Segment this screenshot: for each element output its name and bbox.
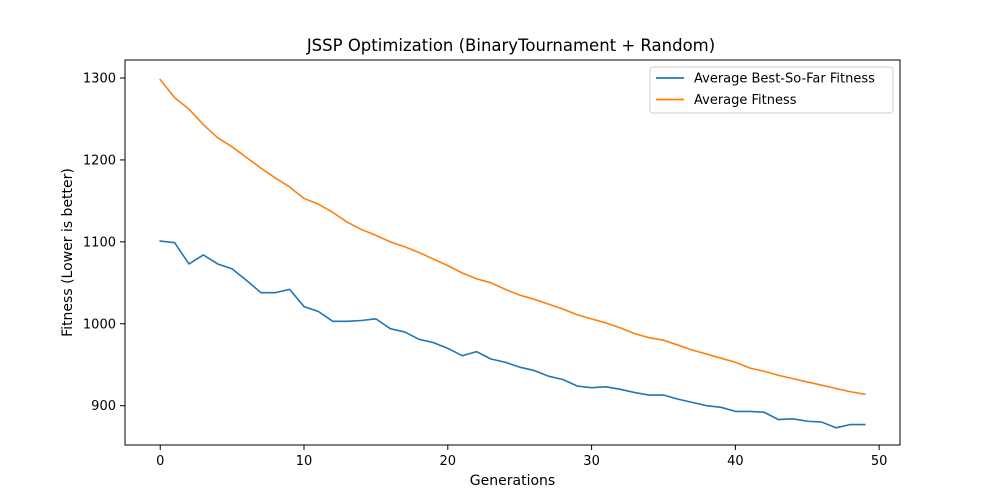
y-axis-label: Fitness (Lower is better) — [60, 168, 76, 337]
x-axis-label: Generations — [470, 473, 555, 489]
legend-box — [649, 66, 894, 114]
y-tick-label: 900 — [91, 399, 116, 414]
chart-title: JSSP Optimization (BinaryTournament + Ra… — [306, 36, 715, 55]
x-tick-label: 30 — [583, 454, 600, 469]
legend-label: Average Best-So-Far Fitness — [694, 72, 875, 87]
y-tick-label: 1100 — [83, 235, 116, 250]
series-line-best-so-far — [159, 240, 866, 429]
x-tick-label: 20 — [440, 454, 457, 469]
y-axis-ticks: 900 1000 1100 1200 1300 — [83, 72, 125, 414]
series-line-average — [159, 78, 866, 396]
x-tick-label: 0 — [156, 454, 164, 469]
plot-lines — [159, 78, 866, 429]
y-tick-label: 1300 — [83, 72, 116, 87]
x-tick-label: 10 — [296, 454, 313, 469]
legend: Average Best-So-Far Fitness Average Fitne… — [649, 66, 894, 114]
x-tick-label: 40 — [727, 454, 744, 469]
y-tick-label: 1000 — [83, 317, 116, 332]
y-tick-label: 1200 — [83, 153, 116, 168]
x-tick-label: 50 — [871, 454, 888, 469]
x-axis-ticks: 0 10 20 30 40 50 — [156, 445, 887, 469]
axes-frame — [124, 59, 901, 446]
legend-label: Average Fitness — [694, 93, 797, 108]
